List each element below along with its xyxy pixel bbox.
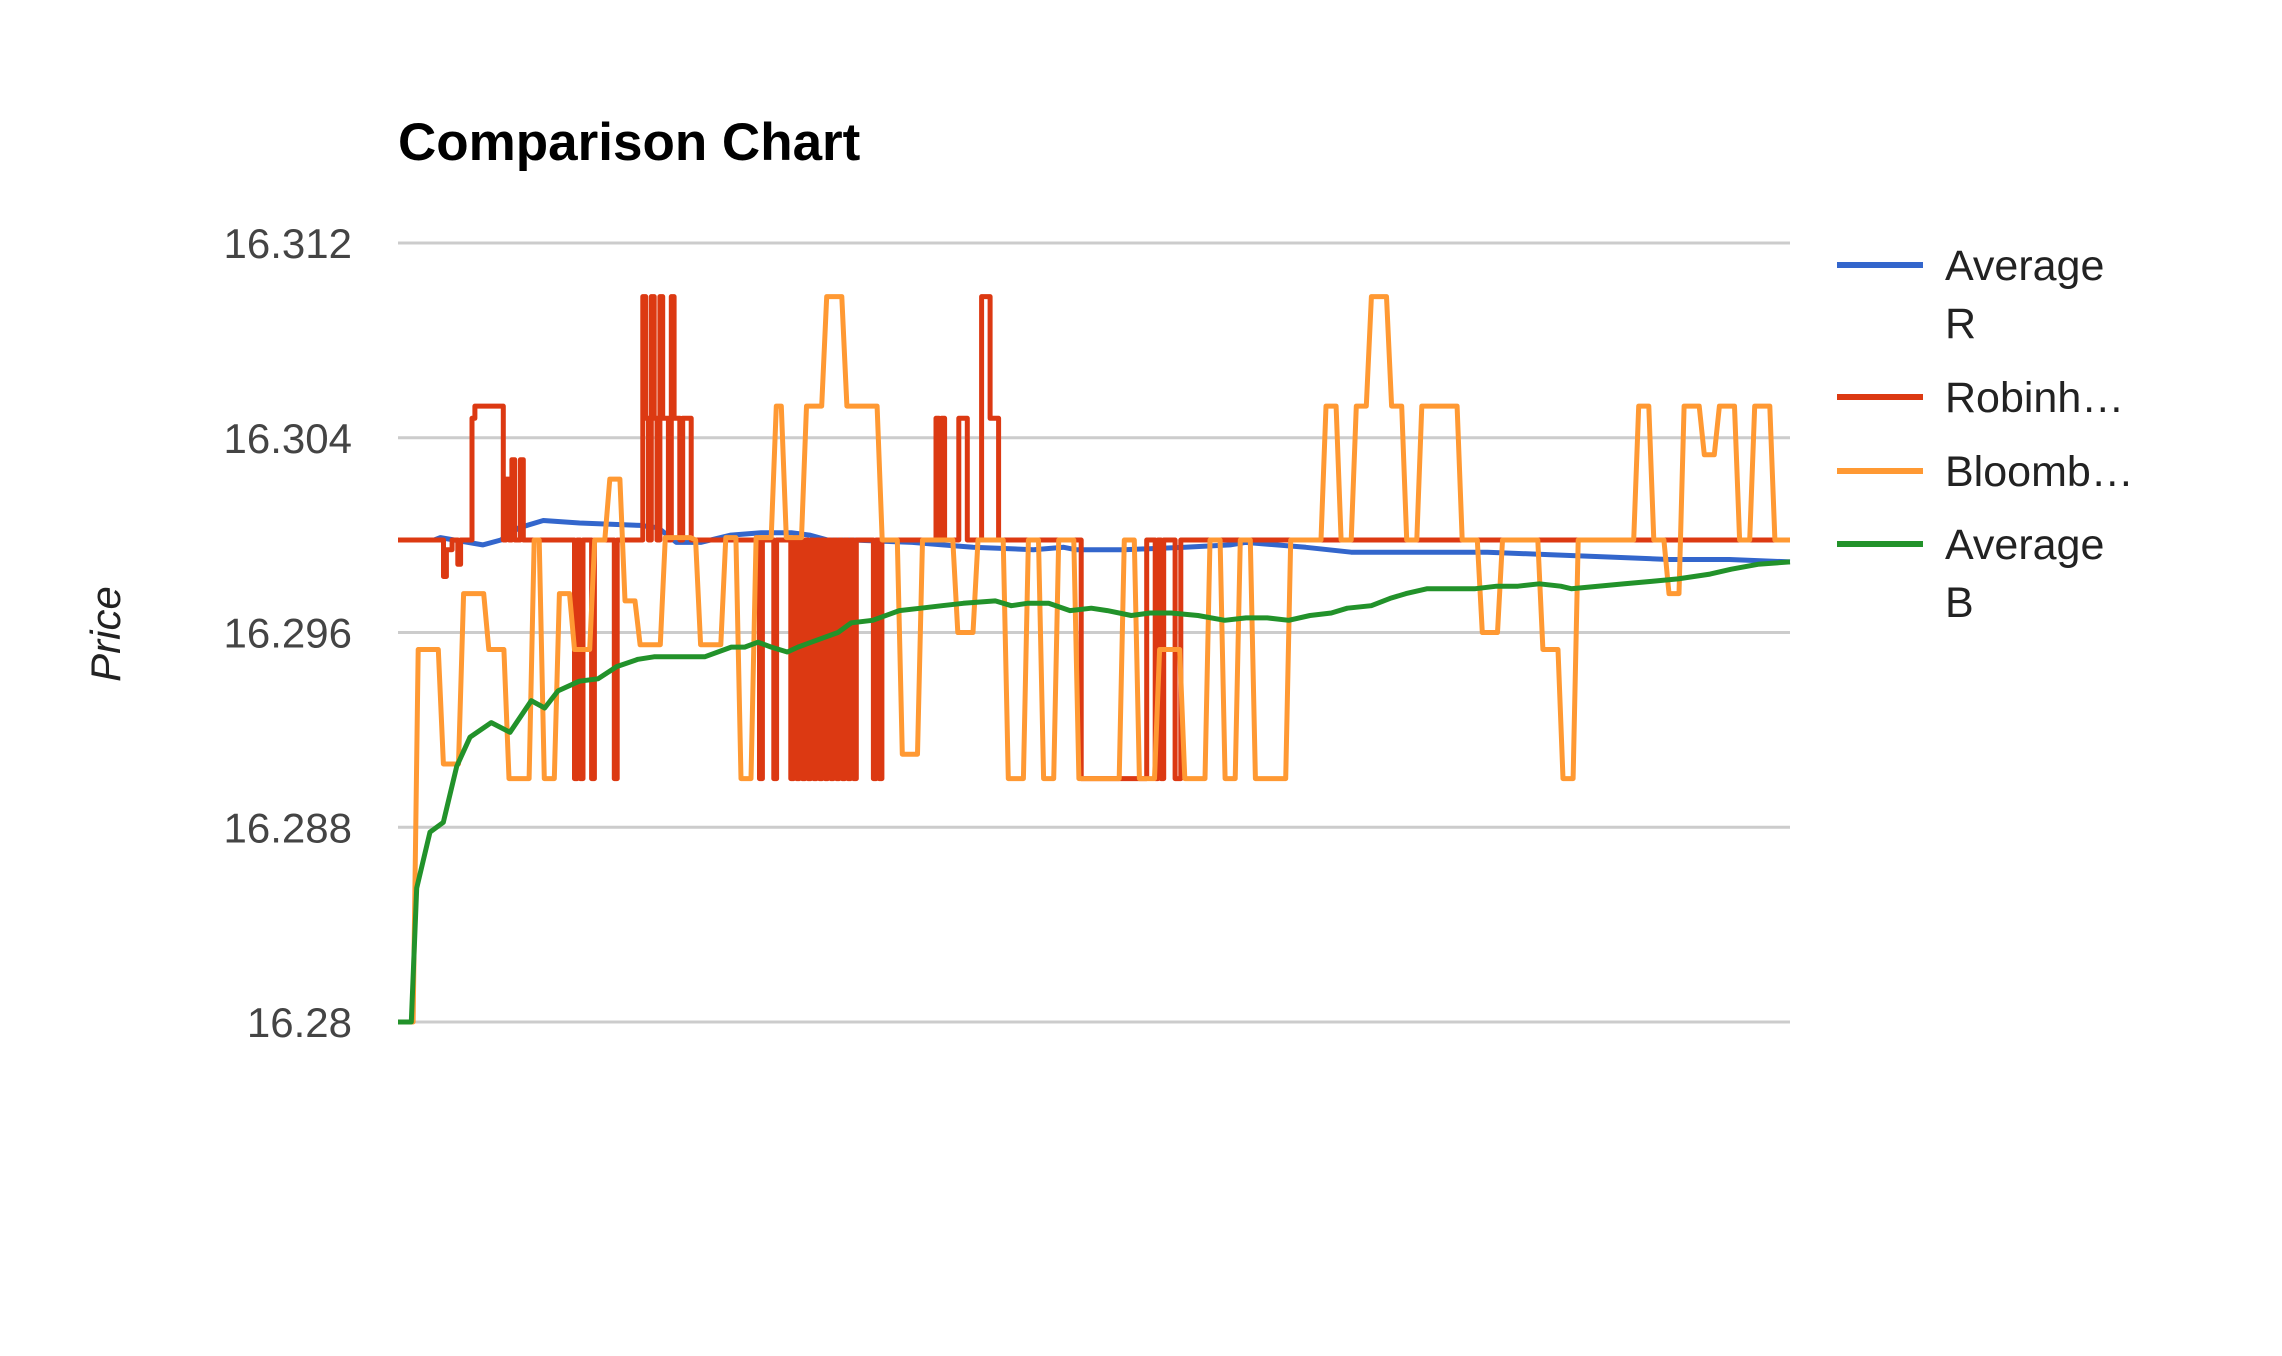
legend-label: Bloomb… <box>1945 448 2134 496</box>
y-axis-ticks: 16.312 16.304 16.296 16.288 16.28 <box>224 220 352 1046</box>
chart-title: Comparison Chart <box>398 113 860 172</box>
series-line-bloomb <box>398 294 1790 1025</box>
legend-label: R <box>1945 300 1976 348</box>
y-tick-label: 16.304 <box>224 415 352 462</box>
series-lines <box>398 294 1791 1025</box>
y-axis-label: Price <box>82 586 129 682</box>
gridlines <box>398 241 1790 1024</box>
y-tick-label: 16.288 <box>224 804 352 851</box>
y-tick-label: 16.28 <box>247 999 352 1046</box>
y-tick-label: 16.296 <box>224 610 352 657</box>
legend-label: Average <box>1945 521 2104 569</box>
series-line-average-b <box>398 559 1791 1025</box>
y-tick-label: 16.312 <box>224 220 352 267</box>
legend-label: Robinh… <box>1945 374 2124 422</box>
legend: Average R Robinh… Bloomb… Average B <box>1837 242 2134 627</box>
legend-label: B <box>1945 579 1974 627</box>
legend-label: Average <box>1945 242 2104 290</box>
